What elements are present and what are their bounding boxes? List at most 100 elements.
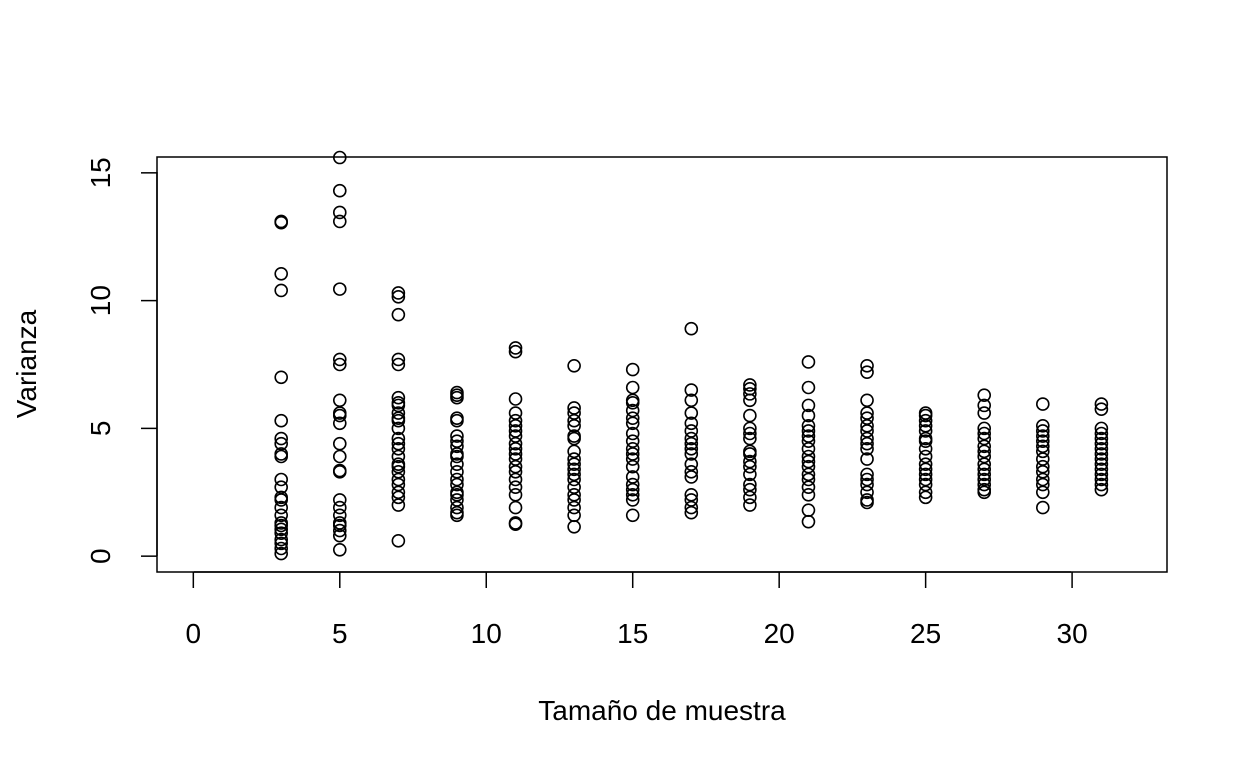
x-axis: 0 5 10 15 20 25 30 — [186, 571, 1088, 649]
data-point — [450, 500, 464, 515]
data-point — [1094, 397, 1109, 411]
data-point — [1094, 421, 1109, 436]
data-point — [801, 514, 816, 529]
x-tick-label: 5 — [332, 618, 348, 649]
data-point — [625, 452, 640, 466]
data-point — [450, 413, 464, 428]
data-point — [1036, 434, 1050, 448]
data-point — [391, 286, 406, 300]
data-point — [684, 465, 699, 479]
data-point — [1094, 442, 1109, 456]
data-point — [508, 392, 523, 406]
data-point — [625, 442, 640, 456]
data-point — [801, 424, 816, 438]
data-point — [274, 493, 288, 507]
data-point — [625, 477, 640, 492]
data-point — [684, 431, 699, 446]
data-point — [391, 490, 406, 505]
data-point — [801, 380, 816, 395]
data-point — [801, 488, 816, 502]
plot-frame — [156, 156, 1168, 573]
data-point — [332, 214, 347, 229]
data-point — [801, 434, 816, 448]
data-point — [1094, 447, 1109, 461]
data-point — [391, 421, 406, 436]
data-point — [977, 421, 992, 436]
data-point — [801, 480, 816, 494]
data-point — [391, 357, 406, 372]
data-point — [567, 452, 581, 466]
data-point — [684, 416, 699, 431]
data-point — [1094, 452, 1109, 466]
data-point — [684, 470, 699, 484]
data-point — [860, 393, 874, 408]
y-tick-label: 15 — [85, 157, 116, 188]
data-point — [274, 266, 288, 281]
data-point — [918, 467, 933, 482]
data-point — [625, 488, 640, 502]
data-point — [1036, 424, 1050, 438]
data-point — [274, 546, 288, 561]
data-point — [860, 477, 874, 492]
data-point — [274, 449, 288, 464]
data-point — [391, 442, 406, 456]
data-point — [860, 365, 874, 379]
data-point — [1094, 477, 1109, 492]
x-tick-label: 0 — [186, 618, 202, 649]
data-point — [567, 413, 581, 428]
data-point — [274, 500, 288, 515]
data-point — [743, 467, 757, 482]
data-points — [274, 150, 1109, 561]
data-point — [1036, 477, 1050, 492]
data-point — [332, 493, 347, 507]
data-point — [801, 472, 816, 487]
data-point — [743, 378, 757, 392]
data-point — [508, 500, 523, 515]
y-axis-label: Varianza — [11, 309, 42, 418]
data-point — [1094, 482, 1109, 497]
data-point — [332, 205, 347, 220]
data-point — [274, 431, 288, 446]
data-point — [391, 352, 406, 367]
data-point — [508, 488, 523, 502]
x-tick-label: 20 — [764, 618, 795, 649]
data-point — [625, 508, 640, 523]
data-point — [977, 477, 992, 492]
data-point — [918, 442, 933, 456]
data-point — [743, 426, 757, 441]
data-point — [274, 508, 288, 523]
data-point — [918, 490, 933, 505]
data-point — [801, 503, 816, 517]
data-point — [332, 465, 347, 479]
data-point — [1094, 457, 1109, 471]
data-point — [918, 462, 933, 477]
data-point — [684, 406, 699, 420]
data-point — [625, 426, 640, 441]
data-point — [274, 472, 288, 487]
data-point — [450, 449, 464, 464]
data-point — [274, 541, 288, 556]
data-point — [508, 344, 523, 359]
data-point — [332, 436, 347, 451]
data-point — [450, 477, 464, 492]
data-point — [391, 449, 406, 464]
data-point — [1094, 467, 1109, 482]
x-tick-label: 25 — [910, 618, 941, 649]
data-point — [332, 508, 347, 523]
data-point — [508, 442, 523, 456]
data-point — [860, 436, 874, 451]
data-point — [567, 462, 581, 477]
data-point — [332, 500, 347, 515]
data-point — [860, 467, 874, 482]
data-point — [567, 508, 581, 523]
data-point — [332, 518, 347, 533]
data-point — [625, 493, 640, 507]
data-point — [391, 307, 406, 322]
data-point — [977, 439, 992, 454]
data-point — [743, 482, 757, 497]
data-point — [684, 447, 699, 461]
data-point — [450, 457, 464, 471]
y-tick-label: 5 — [85, 421, 116, 437]
data-point — [1036, 419, 1050, 433]
data-point — [625, 411, 640, 425]
